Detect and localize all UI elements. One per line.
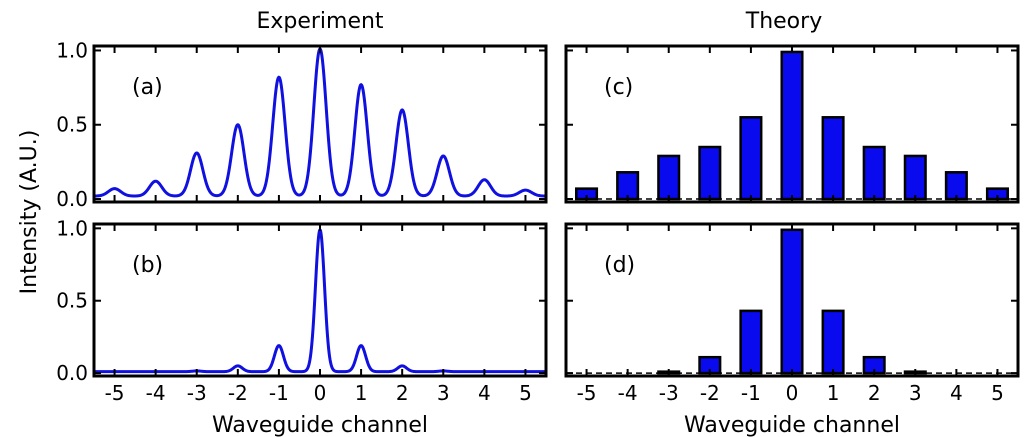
x-tick-label: 3 bbox=[437, 381, 450, 405]
x-tick-label: -4 bbox=[618, 381, 638, 405]
panel-c: (c) bbox=[564, 44, 1020, 204]
x-tick-label: -1 bbox=[741, 381, 761, 405]
series-line bbox=[93, 47, 547, 198]
x-tick-label: -1 bbox=[269, 381, 289, 405]
x-tick-label: -5 bbox=[577, 381, 597, 405]
x-axis-label: Waveguide channel bbox=[684, 413, 900, 437]
y-tick-label: 1.0 bbox=[56, 216, 88, 240]
x-tick-label: 5 bbox=[519, 381, 532, 405]
y-tick-label: 0.5 bbox=[56, 289, 88, 313]
panel-a: 0.0 0.5 1.0 (a) bbox=[56, 38, 548, 211]
x-tick-label: 1 bbox=[355, 381, 368, 405]
panel-b: -5 -4 -3 -2 -1 0 1 2 3 4 5 0.0 0.5 1.0 (b) Waveguide ch… bbox=[56, 216, 548, 437]
bar-channel--3 bbox=[657, 154, 681, 201]
x-tick-label: -2 bbox=[700, 381, 720, 405]
x-tick-label: -3 bbox=[659, 381, 679, 405]
x-tick-label: 0 bbox=[314, 381, 327, 405]
bar-channel-3 bbox=[903, 154, 927, 201]
x-tick-label: -4 bbox=[146, 381, 166, 405]
column-title-theory: Theory bbox=[745, 9, 822, 34]
bar-channel-2 bbox=[862, 145, 886, 201]
x-tick-label: 1 bbox=[827, 381, 840, 405]
bar-channel-0 bbox=[780, 50, 804, 201]
x-tick-label: 2 bbox=[396, 381, 409, 405]
bar-channel-0 bbox=[780, 228, 804, 375]
y-tick-label: 0.0 bbox=[56, 361, 88, 385]
series-line bbox=[93, 228, 547, 374]
x-tick-label: 0 bbox=[786, 381, 799, 405]
panel-label: (d) bbox=[604, 253, 635, 278]
bar-channel--1 bbox=[739, 309, 763, 375]
y-tick-label: 0.5 bbox=[56, 113, 88, 137]
bar-channel-1 bbox=[821, 116, 845, 201]
panel-label: (a) bbox=[132, 75, 163, 100]
y-axis-label: Intensity (A.U.) bbox=[17, 130, 42, 295]
column-title-experiment: Experiment bbox=[256, 9, 383, 34]
panel-label: (b) bbox=[132, 253, 163, 278]
x-tick-label: 5 bbox=[991, 381, 1004, 405]
y-tick-label: 0.0 bbox=[56, 187, 88, 211]
plot-frame bbox=[92, 44, 548, 204]
x-axis-label: Waveguide channel bbox=[212, 413, 428, 437]
panel-label: (c) bbox=[604, 75, 633, 100]
bar-channel--2 bbox=[698, 145, 722, 201]
x-tick-label: -3 bbox=[187, 381, 207, 405]
bar-channel--1 bbox=[739, 116, 763, 201]
x-tick-label: 2 bbox=[868, 381, 881, 405]
panel-d: -5 -4 -3 -2 -1 0 1 2 3 4 5 (d) Waveguide channel bbox=[564, 222, 1020, 437]
bar-channel-1 bbox=[821, 309, 845, 375]
plot-frame bbox=[92, 222, 548, 378]
x-tick-label: 4 bbox=[950, 381, 963, 405]
x-tick-label: 3 bbox=[909, 381, 922, 405]
y-tick-label: 1.0 bbox=[56, 38, 88, 62]
x-tick-label: -5 bbox=[105, 381, 125, 405]
x-tick-label: 4 bbox=[478, 381, 491, 405]
x-tick-label: -2 bbox=[228, 381, 248, 405]
